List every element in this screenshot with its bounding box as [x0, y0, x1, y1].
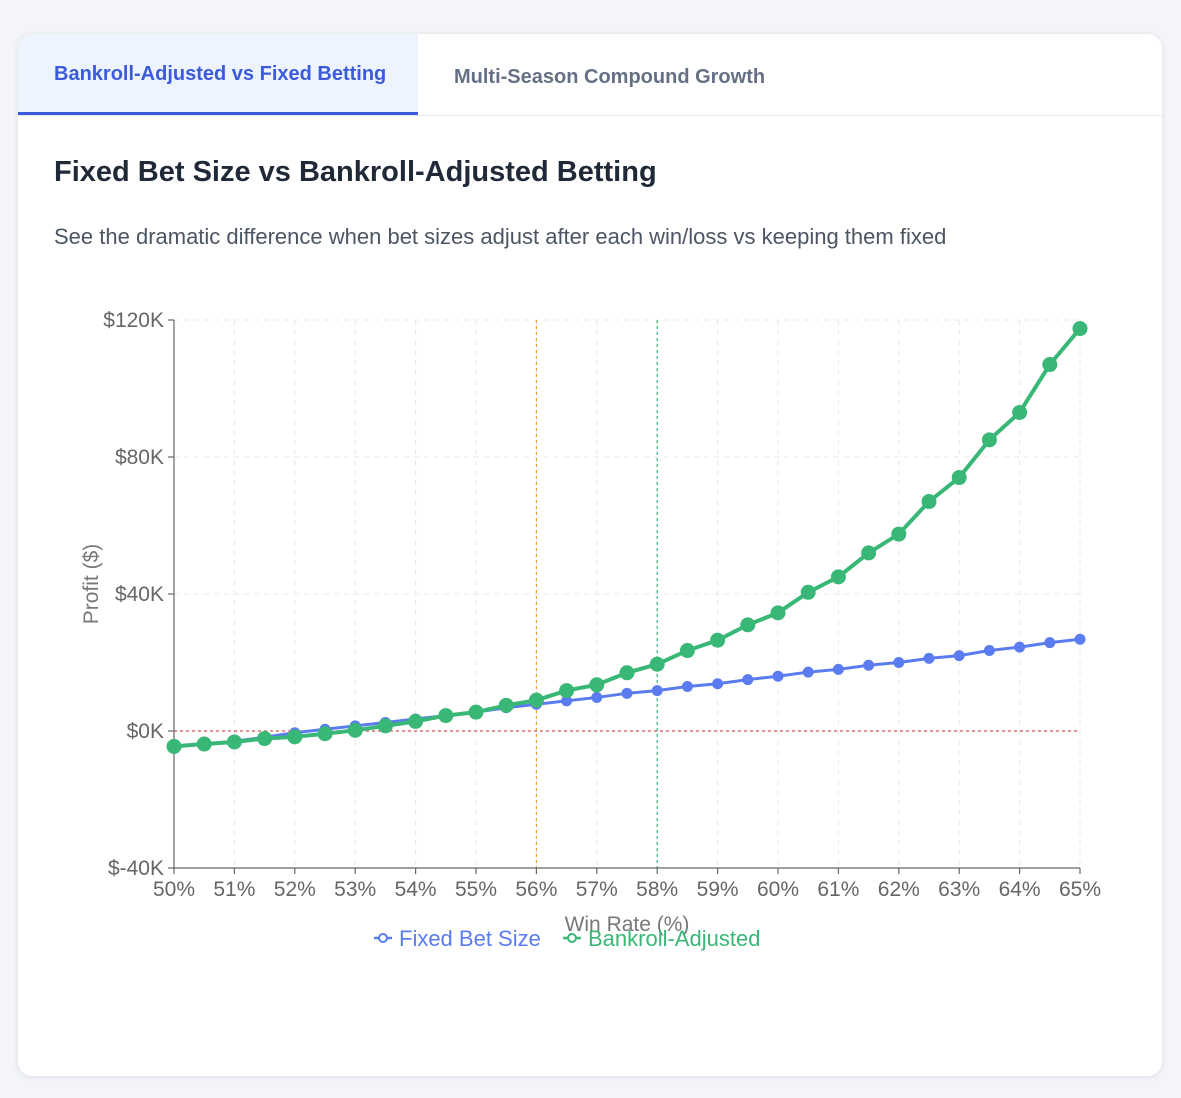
data-point-fixed [983, 645, 995, 657]
x-tick-label: 60% [757, 878, 799, 901]
data-point-fixed [953, 650, 965, 662]
x-tick-label: 51% [213, 878, 255, 901]
data-point-fixed [1014, 641, 1026, 653]
line-chart: $-40K $0K $40K $80K $120K 50% 51% 52% 53% 54% 55% 5… [80, 309, 1101, 951]
data-point-adjusted [981, 432, 997, 448]
y-tick-label: $80K [115, 446, 164, 469]
x-tick-label: 56% [515, 878, 557, 901]
chart-card: Bankroll-Adjusted vs Fixed Betting Multi… [18, 34, 1162, 1076]
data-point-adjusted [166, 738, 182, 754]
x-tick-label: 65% [1059, 878, 1101, 901]
legend-item-fixed[interactable]: Fixed Bet Size [374, 926, 541, 951]
y-tick-label: $-40K [108, 857, 164, 880]
grid [173, 319, 1081, 869]
data-point-fixed [712, 678, 724, 690]
x-tick-label: 59% [697, 878, 739, 901]
data-point-fixed [802, 666, 814, 678]
x-tick-label: 57% [576, 878, 618, 901]
data-point-adjusted [649, 656, 665, 672]
data-point-adjusted [1072, 321, 1088, 337]
data-point-adjusted [257, 731, 273, 747]
data-point-fixed [863, 659, 875, 671]
data-point-adjusted [559, 683, 575, 699]
data-point-adjusted [891, 526, 907, 542]
data-point-fixed [923, 652, 935, 664]
data-point-adjusted [226, 734, 242, 750]
chart-subtitle: See the dramatic difference when bet siz… [54, 224, 947, 249]
data-point-adjusted [589, 677, 605, 693]
tab-multi-season-compound-growth[interactable]: Multi-Season Compound Growth [454, 66, 766, 88]
axes: $-40K $0K $40K $80K $120K 50% 51% 52% 53% 54% 55% 5… [103, 309, 1101, 901]
x-tick-label: 63% [938, 878, 980, 901]
y-tick-label: $40K [115, 583, 164, 606]
data-point-adjusted [408, 713, 424, 729]
data-point-adjusted [1042, 357, 1058, 373]
x-axis-title: Win Rate (%) [565, 913, 690, 936]
x-tick-label: 61% [817, 878, 859, 901]
data-point-adjusted [679, 643, 695, 659]
data-point-adjusted [317, 726, 333, 742]
data-point-fixed [621, 687, 633, 699]
data-point-adjusted [921, 494, 937, 510]
data-point-fixed [772, 670, 784, 682]
legend-swatch-dot-fixed [378, 933, 388, 943]
data-point-adjusted [377, 718, 393, 734]
data-point-adjusted [528, 692, 544, 708]
data-point-fixed [651, 685, 663, 697]
data-point-fixed [742, 674, 754, 686]
series-line-adjusted [172, 326, 1082, 749]
data-point-fixed [681, 680, 693, 692]
data-point-adjusted [830, 569, 846, 585]
data-point-adjusted [287, 729, 303, 745]
tab-bankroll-adjusted-vs-fixed[interactable]: Bankroll-Adjusted vs Fixed Betting [18, 34, 418, 115]
x-tick-label: 53% [334, 878, 376, 901]
legend: Fixed Bet Size Bankroll-Adjusted [374, 926, 760, 951]
data-point-fixed [1044, 637, 1056, 649]
x-tick-label: 58% [636, 878, 678, 901]
data-point-adjusted [861, 545, 877, 561]
data-point-adjusted [770, 605, 786, 621]
x-tick-label: 64% [999, 878, 1041, 901]
legend-label-fixed: Fixed Bet Size [399, 926, 541, 951]
data-point-adjusted [800, 584, 816, 600]
x-tick-label: 52% [274, 878, 316, 901]
data-point-fixed [832, 663, 844, 675]
data-point-fixed [893, 657, 905, 668]
data-point-adjusted [438, 708, 454, 724]
y-tick-label: $0K [127, 720, 164, 743]
chart-title: Fixed Bet Size vs Bankroll-Adjusted Bett… [54, 156, 657, 188]
x-tick-label: 54% [395, 878, 437, 901]
data-point-adjusted [951, 470, 967, 486]
data-point-fixed [591, 691, 603, 703]
x-tick-label: 55% [455, 878, 497, 901]
data-point-adjusted [196, 736, 212, 752]
data-point-adjusted [619, 665, 635, 681]
data-point-adjusted [468, 704, 484, 720]
data-point-adjusted [347, 722, 363, 738]
legend-label-adjusted: Bankroll-Adjusted [588, 926, 760, 951]
tab-bar: Bankroll-Adjusted vs Fixed Betting Multi… [18, 34, 1162, 116]
data-point-adjusted [710, 632, 726, 648]
series [166, 321, 1088, 754]
data-point-fixed [1074, 633, 1086, 645]
data-point-adjusted [740, 617, 756, 633]
legend-swatch-dot-adjusted [567, 933, 577, 943]
y-tick-label: $120K [103, 309, 164, 332]
y-axis-title: Profit ($) [80, 544, 103, 625]
legend-item-adjusted[interactable]: Bankroll-Adjusted [563, 926, 760, 951]
data-point-adjusted [1012, 404, 1028, 420]
x-tick-label: 50% [153, 878, 195, 901]
x-tick-label: 62% [878, 878, 920, 901]
data-point-adjusted [498, 697, 514, 713]
